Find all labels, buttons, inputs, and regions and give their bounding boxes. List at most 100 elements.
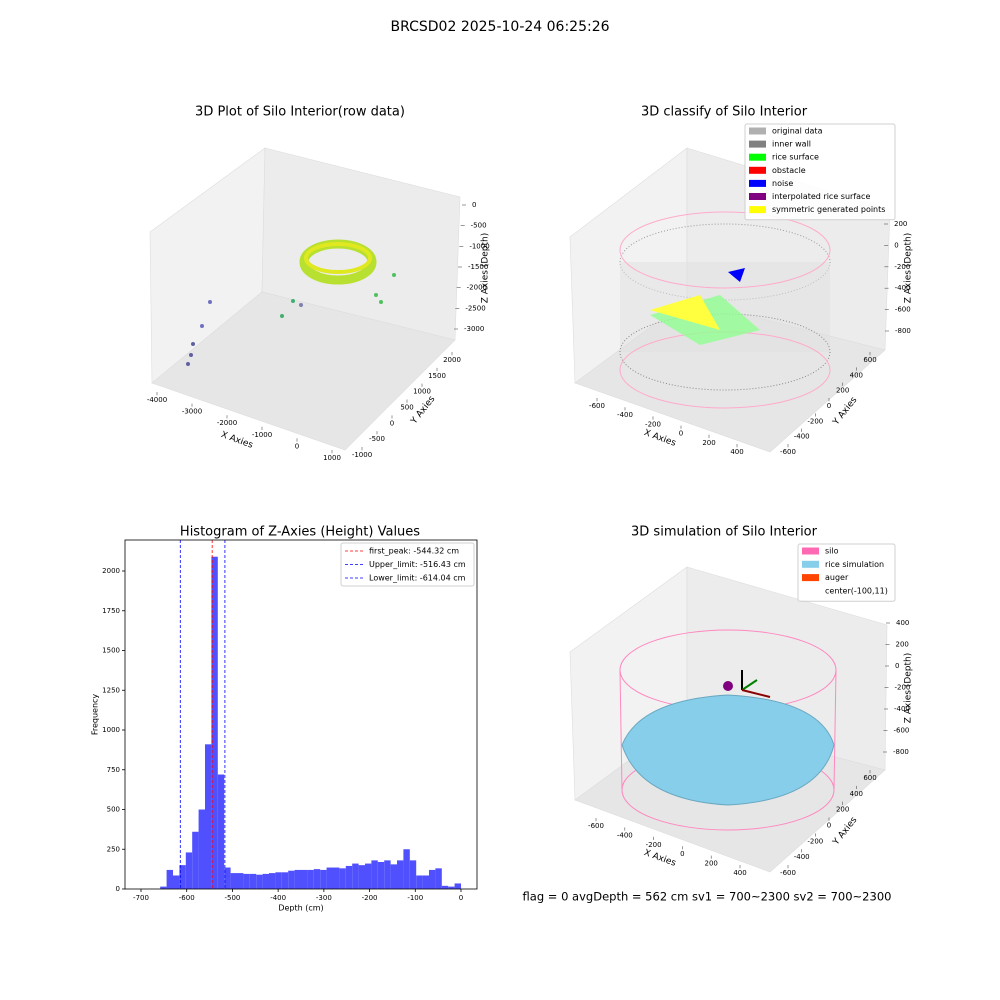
x-tick-label: 0 xyxy=(680,850,684,858)
bar xyxy=(281,872,289,889)
x-tick-label: 200 xyxy=(702,439,715,447)
y-tick-label: 1000 xyxy=(102,726,120,734)
z-tick-label: -600 xyxy=(894,727,910,735)
x-tick-label: -200 xyxy=(645,420,661,428)
bar xyxy=(416,875,423,889)
y-tick-label: 2000 xyxy=(443,356,461,364)
point-cloud-1 xyxy=(186,239,396,366)
bar xyxy=(397,860,404,889)
bar xyxy=(275,872,282,889)
bar xyxy=(409,860,417,889)
bar xyxy=(441,885,449,889)
y-tick-label: 400 xyxy=(850,790,863,798)
z-tick-label: -200 xyxy=(894,263,910,271)
y-tick-label: 0 xyxy=(390,419,394,427)
bar xyxy=(211,556,218,889)
bar xyxy=(320,869,327,889)
bar xyxy=(390,864,397,889)
x-tick-label: -100 xyxy=(407,894,423,902)
bar xyxy=(205,744,212,889)
x-tick-label: -3000 xyxy=(182,408,202,416)
axis-label: Y Axies xyxy=(831,395,860,428)
legend-label: inner wall xyxy=(772,140,811,149)
y-tick-label: 600 xyxy=(863,774,876,782)
bar xyxy=(237,873,244,889)
bar xyxy=(288,870,295,889)
y-tick-label: -200 xyxy=(807,417,823,425)
x-tick-label: -400 xyxy=(270,894,286,902)
legend-label: noise xyxy=(772,179,793,188)
y-tick-label: 200 xyxy=(836,387,849,395)
legend-label: rice simulation xyxy=(825,560,884,569)
y-tick-label: 1750 xyxy=(102,607,120,615)
z-tick-label: -600 xyxy=(895,306,911,314)
legend-box xyxy=(797,543,896,602)
bar xyxy=(365,863,372,889)
legend-swatch xyxy=(749,127,766,135)
chart-title: Histogram of Z-Axies (Height) Values xyxy=(180,525,420,540)
simulation-4 xyxy=(619,629,837,831)
bar xyxy=(454,883,461,889)
y-tick-label: -500 xyxy=(369,435,385,443)
legend-box xyxy=(340,542,475,587)
legend-label: symmetric generated points xyxy=(772,205,885,214)
x-tick-label: -4000 xyxy=(147,396,167,404)
bar xyxy=(192,831,199,889)
bar xyxy=(403,849,410,889)
x-tick-label: 0 xyxy=(679,430,683,438)
x-tick-label: -700 xyxy=(133,894,149,902)
bar xyxy=(166,869,173,889)
y-tick-label: 400 xyxy=(850,371,863,379)
bar xyxy=(358,865,365,889)
point-cloud-2 xyxy=(619,211,831,409)
y-tick-label: 0 xyxy=(827,402,831,410)
bar xyxy=(422,875,429,889)
z-tick-label: -2500 xyxy=(465,304,485,312)
y-tick-label: 1000 xyxy=(413,388,431,396)
y-tick-label: 0 xyxy=(827,822,831,830)
bar xyxy=(269,873,276,889)
y-tick-label: -600 xyxy=(780,448,796,456)
bar xyxy=(429,869,436,889)
x-tick-label: -1000 xyxy=(252,431,272,439)
y-tick-label: 1500 xyxy=(102,647,120,655)
z-tick-label: 0 xyxy=(472,201,476,209)
bar xyxy=(326,867,333,889)
axis-label: Y Axies xyxy=(831,815,860,848)
axis-label: Z Axies (Depth) xyxy=(904,653,914,724)
y-tick-label: 500 xyxy=(400,404,413,412)
bar xyxy=(173,875,180,889)
figure-title: BRCSD02 2025-10-24 06:25:26 xyxy=(390,19,609,35)
footer-text: flag = 0 avgDepth = 562 cm sv1 = 700~230… xyxy=(523,890,892,904)
y-tick-label: 1250 xyxy=(102,686,120,694)
chart-title: 3D Plot of Silo Interior(row data) xyxy=(195,105,405,120)
legend-swatch xyxy=(802,574,819,582)
bar xyxy=(249,873,257,889)
bar xyxy=(448,886,455,889)
z-tick-label: -400 xyxy=(894,705,910,713)
x-axis-label: Depth (cm) xyxy=(278,904,323,913)
bar xyxy=(243,873,250,889)
bar xyxy=(217,774,225,889)
legend-label: rice surface xyxy=(772,153,819,162)
z-tick-label: -400 xyxy=(895,284,911,292)
x-tick-label: -2000 xyxy=(217,419,237,427)
legend-swatch xyxy=(749,206,766,214)
x-tick-label: -200 xyxy=(646,841,662,849)
y-tick-label: 2000 xyxy=(102,567,120,575)
bar xyxy=(371,860,378,889)
z-tick-label: 200 xyxy=(896,641,909,649)
chart-title: 3D classify of Silo Interior xyxy=(641,105,808,120)
z-tick-label: -1000 xyxy=(469,242,489,250)
bar xyxy=(345,865,353,889)
x-tick-label: 400 xyxy=(730,448,743,456)
legend-label: Upper_limit: -516.43 cm xyxy=(369,560,466,569)
x-tick-label: 200 xyxy=(705,860,718,868)
legend-label: auger xyxy=(825,573,849,582)
z-tick-label: -800 xyxy=(895,327,911,335)
legend-swatch xyxy=(749,166,766,174)
x-tick-label: 1000 xyxy=(323,454,341,462)
y-tick-label: 750 xyxy=(107,766,120,774)
bar xyxy=(333,867,340,889)
